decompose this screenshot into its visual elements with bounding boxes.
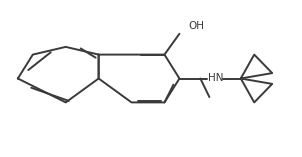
Text: OH: OH bbox=[188, 21, 204, 31]
Text: HN: HN bbox=[207, 73, 223, 84]
